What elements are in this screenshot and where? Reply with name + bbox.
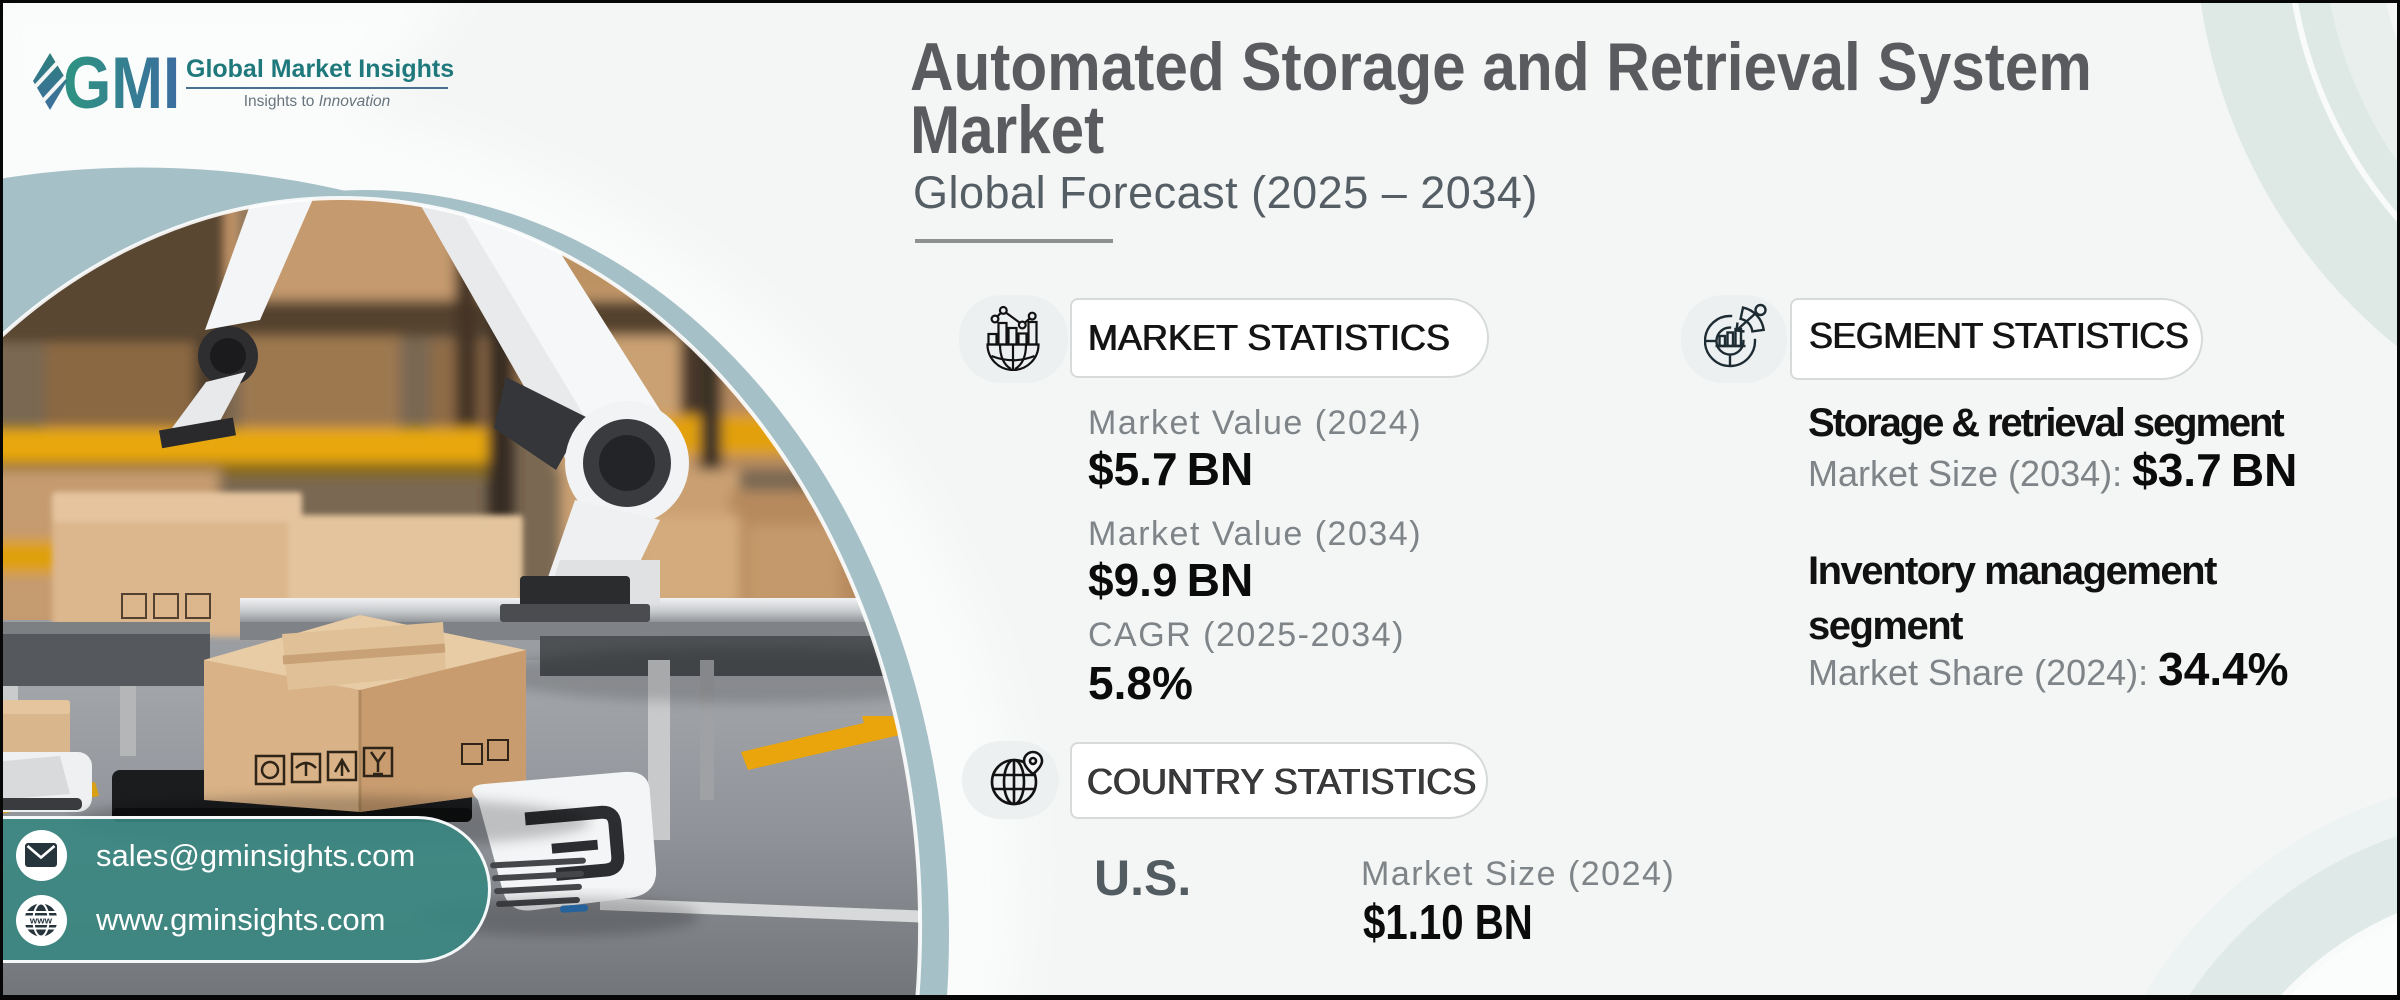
svg-text:www: www <box>29 915 53 926</box>
